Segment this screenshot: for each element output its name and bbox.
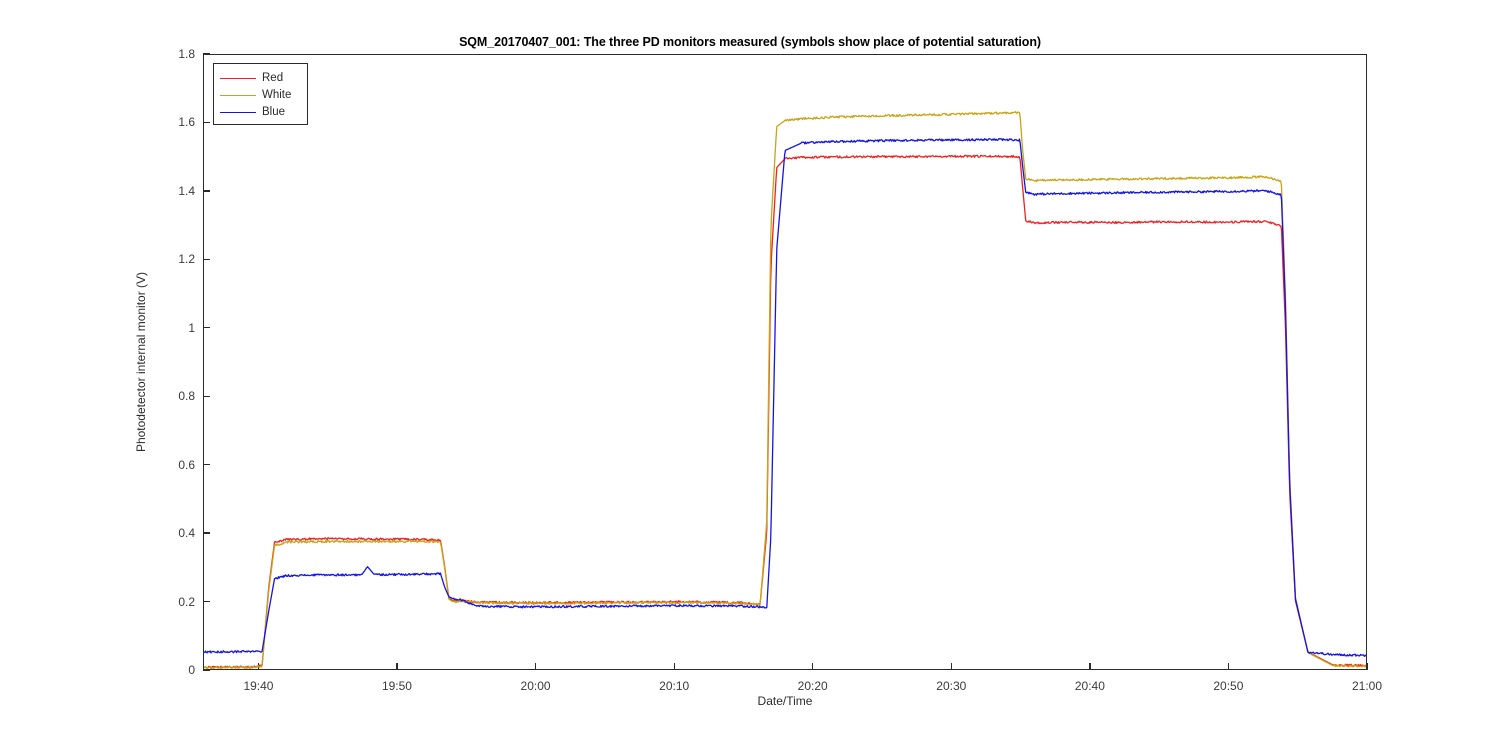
legend-swatch-red-icon — [220, 78, 256, 79]
y-tick-label: 0.2 — [178, 594, 195, 609]
x-tick-label: 21:00 — [1351, 679, 1383, 693]
x-axis-label: Date/Time — [757, 694, 813, 708]
x-tick-label: 20:00 — [520, 679, 551, 693]
series-line-blue — [204, 139, 1366, 657]
x-tick-mark — [950, 663, 952, 670]
y-tick-mark — [203, 121, 210, 124]
series-line-white — [204, 112, 1366, 669]
y-axis-label: Photodetector internal monitor (V) — [134, 271, 148, 453]
legend-box: Red White Blue — [213, 63, 308, 125]
y-tick-mark — [203, 53, 210, 55]
chart-title: SQM_20170407_001: The three PD monitors … — [459, 35, 1041, 49]
x-tick-label: 20:40 — [1074, 679, 1105, 693]
x-tick-mark — [534, 663, 537, 670]
legend-swatch-white-icon — [220, 95, 256, 96]
x-tick-label: 20:20 — [797, 679, 828, 693]
x-tick-mark — [1089, 663, 1091, 670]
y-tick-mark — [203, 327, 210, 329]
y-tick-mark — [203, 464, 210, 466]
legend-label: Red — [262, 72, 284, 84]
y-tick-label: 0.6 — [178, 457, 195, 472]
series-line-red — [204, 155, 1366, 668]
legend-label: White — [262, 89, 292, 101]
plot-area — [203, 54, 1367, 670]
y-tick-label: 0.4 — [178, 526, 195, 541]
y-tick-mark — [203, 190, 210, 192]
y-tick-mark — [203, 395, 210, 397]
y-tick-mark — [203, 258, 210, 260]
y-tick-mark — [203, 532, 210, 534]
y-tick-label: 0 — [188, 663, 195, 677]
legend-item-white[interactable]: White — [214, 87, 307, 104]
x-tick-label: 19:40 — [243, 679, 274, 693]
y-tick-mark — [203, 600, 210, 603]
legend-swatch-blue-icon — [220, 112, 256, 113]
x-tick-mark — [1227, 663, 1230, 670]
series-lines — [204, 55, 1366, 669]
y-tick-label: 1.2 — [178, 252, 195, 267]
legend-item-red[interactable]: Red — [214, 70, 307, 87]
y-tick-label: 1.6 — [178, 115, 195, 130]
x-tick-mark — [396, 663, 398, 670]
legend-label: Blue — [262, 106, 286, 118]
y-tick-label: 0.8 — [178, 389, 195, 404]
x-tick-mark — [673, 663, 675, 670]
x-tick-label: 20:10 — [659, 679, 690, 693]
x-tick-mark — [812, 663, 814, 670]
y-tick-label: 1.8 — [178, 47, 195, 61]
x-tick-label: 20:50 — [1213, 679, 1244, 693]
x-tick-label: 19:50 — [381, 679, 412, 693]
legend-item-blue[interactable]: Blue — [214, 104, 307, 121]
y-tick-label: 1.4 — [178, 183, 195, 198]
x-tick-label: 20:30 — [936, 679, 967, 693]
y-tick-label: 1 — [188, 320, 195, 335]
